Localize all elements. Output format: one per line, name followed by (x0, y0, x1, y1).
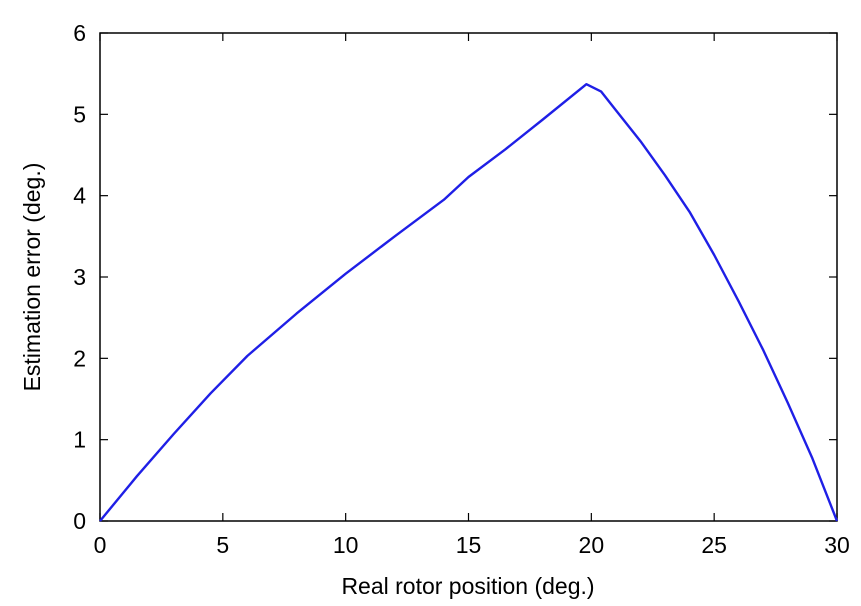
x-axis-title: Real rotor position (deg.) (341, 573, 594, 599)
series-group (99, 83, 839, 522)
x-tick-label: 5 (216, 532, 229, 558)
y-axis-title: Estimation error (deg.) (19, 163, 45, 392)
y-tick-label: 6 (73, 20, 86, 46)
y-tick-label: 4 (73, 183, 86, 209)
y-tick-label: 0 (73, 508, 86, 534)
series-line (99, 83, 839, 522)
y-tick-label: 3 (73, 264, 86, 290)
x-tick-label: 0 (94, 532, 107, 558)
y-tick-label: 2 (73, 345, 86, 371)
x-tick-label: 10 (333, 532, 359, 558)
x-tick-label: 20 (579, 532, 605, 558)
y-tick-label: 1 (73, 427, 86, 453)
x-tick-label: 25 (701, 532, 727, 558)
y-tick-label: 5 (73, 101, 86, 127)
x-tick-label: 15 (456, 532, 482, 558)
x-tick-label: 30 (824, 532, 850, 558)
axis-tick-labels: 0 5 10 15 20 25 30 0 1 2 3 4 5 6 (73, 20, 850, 558)
